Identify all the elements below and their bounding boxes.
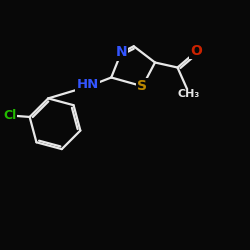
Text: HN: HN	[76, 78, 98, 92]
Text: S: S	[138, 79, 147, 93]
Text: CH₃: CH₃	[178, 90, 200, 100]
Text: N: N	[116, 46, 127, 60]
Text: O: O	[190, 44, 202, 58]
Text: Cl: Cl	[3, 109, 16, 122]
